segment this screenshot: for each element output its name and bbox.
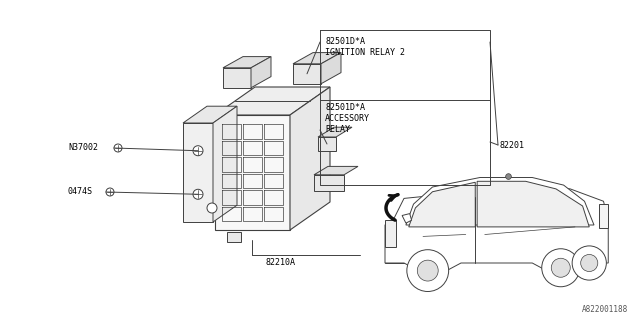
Circle shape: [114, 144, 122, 152]
Circle shape: [106, 188, 114, 196]
Polygon shape: [409, 182, 476, 227]
Text: A822001188: A822001188: [582, 305, 628, 314]
Text: 82501D*A: 82501D*A: [325, 103, 365, 112]
Polygon shape: [318, 137, 336, 151]
Circle shape: [207, 203, 217, 213]
Text: 82201: 82201: [500, 140, 525, 149]
Circle shape: [417, 260, 438, 281]
Polygon shape: [251, 57, 271, 88]
Circle shape: [580, 254, 598, 272]
Polygon shape: [215, 115, 290, 230]
Text: N37002: N37002: [68, 143, 98, 153]
Circle shape: [506, 174, 511, 180]
Polygon shape: [293, 64, 321, 84]
Polygon shape: [385, 185, 608, 271]
Polygon shape: [215, 87, 330, 115]
Text: ACCESSORY: ACCESSORY: [325, 114, 370, 123]
Polygon shape: [477, 181, 589, 227]
Polygon shape: [290, 87, 330, 230]
Text: 0474S: 0474S: [68, 188, 93, 196]
Polygon shape: [227, 232, 241, 242]
Circle shape: [572, 246, 606, 280]
Polygon shape: [293, 52, 341, 64]
Circle shape: [193, 189, 203, 199]
Text: 82210A: 82210A: [265, 258, 295, 267]
Polygon shape: [321, 52, 341, 84]
Polygon shape: [402, 214, 412, 223]
Circle shape: [407, 250, 449, 292]
Polygon shape: [183, 106, 237, 123]
Polygon shape: [223, 68, 251, 88]
Circle shape: [541, 249, 580, 287]
Text: RELAY: RELAY: [325, 125, 350, 134]
Polygon shape: [223, 57, 271, 68]
Polygon shape: [314, 166, 358, 175]
Circle shape: [193, 146, 203, 156]
Circle shape: [551, 258, 570, 277]
Bar: [385, 220, 396, 247]
Polygon shape: [406, 178, 594, 225]
Text: IGNITION RELAY 2: IGNITION RELAY 2: [325, 48, 405, 57]
Text: 82501D*A: 82501D*A: [325, 37, 365, 46]
Polygon shape: [318, 127, 352, 137]
Polygon shape: [183, 123, 213, 222]
Polygon shape: [314, 175, 344, 191]
Polygon shape: [213, 106, 237, 222]
Bar: [599, 204, 608, 228]
